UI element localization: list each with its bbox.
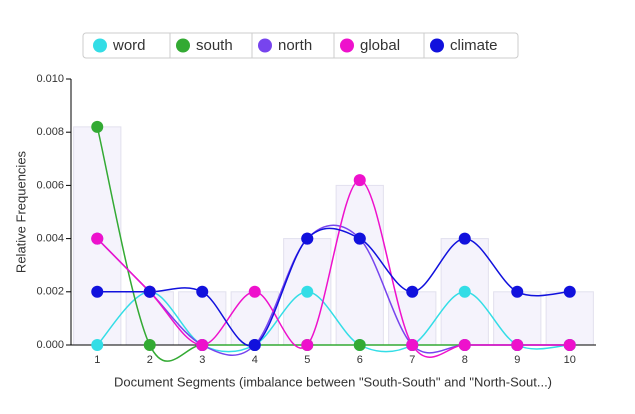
- data-point[interactable]: [301, 285, 314, 298]
- legend-marker[interactable]: [258, 38, 272, 53]
- background-bar: [125, 291, 174, 346]
- data-point[interactable]: [511, 285, 524, 298]
- x-tick-label: 4: [252, 354, 258, 366]
- legend-label[interactable]: climate: [450, 37, 498, 54]
- data-point[interactable]: [91, 285, 104, 298]
- x-tick-label: 9: [514, 354, 520, 366]
- data-point[interactable]: [353, 174, 366, 187]
- legend-label[interactable]: word: [112, 37, 146, 54]
- legend-label[interactable]: north: [278, 37, 312, 54]
- x-tick-label: 5: [304, 354, 310, 366]
- x-tick-label: 1: [94, 354, 100, 366]
- data-point[interactable]: [196, 285, 209, 298]
- data-point[interactable]: [563, 339, 576, 351]
- series-line: [96, 291, 570, 353]
- legend-marker[interactable]: [176, 38, 190, 53]
- data-point[interactable]: [143, 285, 156, 298]
- x-tick-label: 7: [409, 354, 415, 366]
- y-axis-label: Relative Frequencies: [13, 150, 28, 273]
- background-bar: [335, 184, 384, 346]
- y-tick-label: 0.010: [36, 73, 64, 85]
- y-tick-label: 0.006: [36, 179, 64, 191]
- legend-marker[interactable]: [340, 38, 354, 53]
- data-point[interactable]: [91, 232, 104, 245]
- data-point[interactable]: [301, 232, 314, 245]
- background-bar: [545, 291, 594, 346]
- x-axis-label: Document Segments (imbalance between "So…: [114, 374, 552, 389]
- data-point[interactable]: [196, 339, 209, 351]
- x-tick-label: 10: [564, 354, 576, 366]
- data-point[interactable]: [248, 339, 261, 351]
- legend-label[interactable]: south: [196, 37, 233, 54]
- data-point[interactable]: [353, 339, 366, 351]
- y-tick-label: 0.008: [36, 126, 64, 138]
- background-bar: [493, 291, 542, 346]
- data-point[interactable]: [458, 232, 471, 245]
- legend-label[interactable]: global: [360, 37, 400, 54]
- data-point[interactable]: [301, 339, 314, 351]
- data-point[interactable]: [406, 339, 419, 351]
- x-tick-label: 3: [199, 354, 205, 366]
- series-line: [97, 227, 570, 347]
- y-tick-label: 0.002: [36, 286, 64, 298]
- data-point[interactable]: [511, 339, 524, 351]
- legend-box: [82, 32, 519, 59]
- x-tick-label: 6: [357, 354, 363, 366]
- data-point[interactable]: [406, 285, 419, 298]
- data-point[interactable]: [143, 339, 156, 351]
- legend-marker[interactable]: [93, 38, 107, 53]
- data-point[interactable]: [353, 232, 366, 245]
- legend-marker[interactable]: [430, 38, 444, 53]
- y-tick-label: 0.004: [36, 233, 64, 245]
- background-bar: [388, 291, 437, 346]
- data-point[interactable]: [248, 285, 261, 298]
- data-point[interactable]: [563, 285, 576, 298]
- data-point[interactable]: [91, 339, 104, 351]
- data-point[interactable]: [458, 285, 471, 298]
- data-point[interactable]: [91, 120, 104, 133]
- y-tick-label: 0.000: [36, 339, 64, 351]
- data-point[interactable]: [458, 339, 471, 351]
- x-tick-label: 2: [147, 354, 153, 366]
- x-tick-label: 8: [462, 354, 468, 366]
